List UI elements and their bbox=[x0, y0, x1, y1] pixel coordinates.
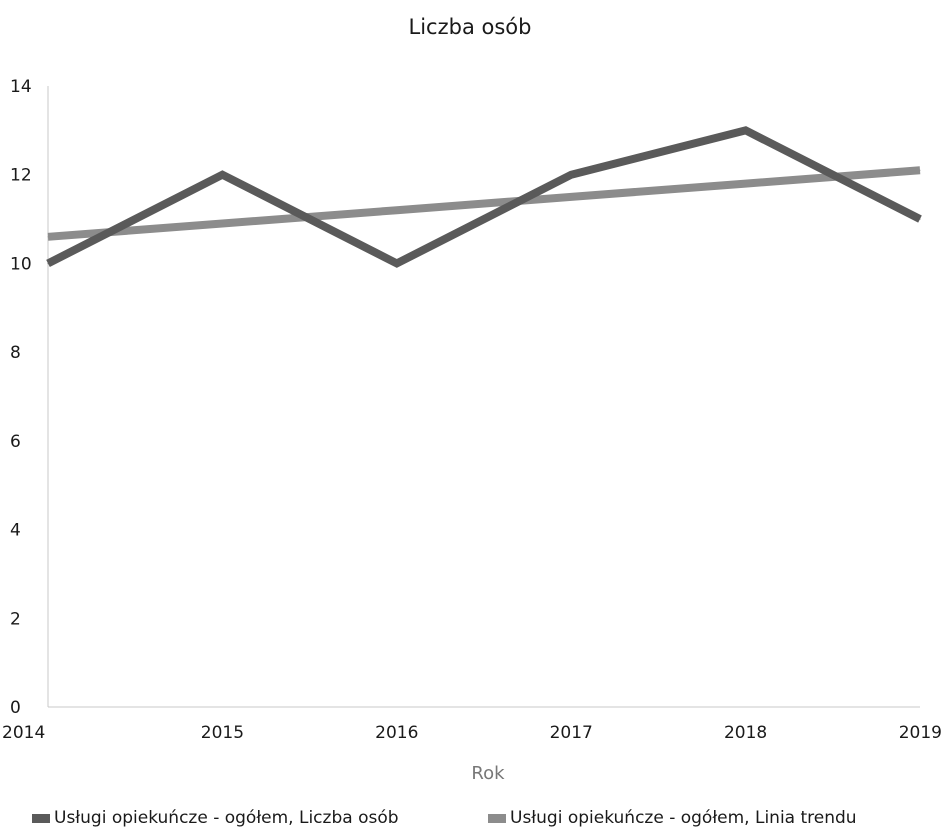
legend-label-series-2: Usługi opiekuńcze - ogółem, Linia trendu bbox=[510, 808, 857, 828]
series-1-point bbox=[47, 262, 49, 264]
y-tick-label: 12 bbox=[10, 166, 32, 186]
legend-label-series-1: Usługi opiekuńcze - ogółem, Liczba osób bbox=[54, 808, 399, 828]
series-2-point bbox=[221, 223, 223, 225]
x-tick-label: 2014 bbox=[2, 723, 45, 743]
series-1-point bbox=[919, 218, 921, 220]
legend: Usługi opiekuńcze - ogółem, Liczba osób … bbox=[32, 808, 857, 828]
series-line-1 bbox=[46, 126, 922, 268]
series-2-point bbox=[570, 196, 572, 198]
legend-swatch-series-2 bbox=[488, 814, 506, 823]
series-1-point bbox=[396, 262, 398, 264]
y-tick-label: 8 bbox=[10, 343, 21, 363]
y-tick-label: 0 bbox=[10, 698, 21, 718]
y-tick-label: 14 bbox=[10, 77, 32, 97]
y-tick-labels: 0 2 4 6 8 10 12 14 bbox=[10, 77, 32, 718]
x-tick-label: 2018 bbox=[724, 723, 767, 743]
series-1-point bbox=[221, 174, 223, 176]
y-tick-label: 10 bbox=[10, 254, 32, 274]
x-tick-label: 2019 bbox=[899, 723, 942, 743]
series-lines bbox=[46, 126, 922, 268]
chart-title: Liczba osób bbox=[409, 15, 532, 39]
series-1-point bbox=[570, 174, 572, 176]
y-tick-label: 2 bbox=[10, 609, 21, 629]
x-tick-label: 2017 bbox=[550, 723, 593, 743]
series-2-point bbox=[396, 209, 398, 211]
x-tick-labels: 2014 2015 2016 2017 2018 2019 bbox=[2, 723, 942, 743]
x-tick-label: 2016 bbox=[375, 723, 418, 743]
legend-swatch-series-1 bbox=[32, 814, 50, 823]
series-2-point bbox=[745, 183, 747, 185]
series-line-2 bbox=[47, 166, 921, 241]
y-tick-label: 4 bbox=[10, 521, 21, 541]
series-1-point bbox=[745, 129, 747, 131]
series-2-point bbox=[919, 169, 921, 171]
x-tick-label: 2015 bbox=[201, 723, 244, 743]
x-axis-label: Rok bbox=[471, 763, 505, 784]
y-tick-label: 6 bbox=[10, 432, 21, 452]
series-2-point bbox=[47, 236, 49, 238]
